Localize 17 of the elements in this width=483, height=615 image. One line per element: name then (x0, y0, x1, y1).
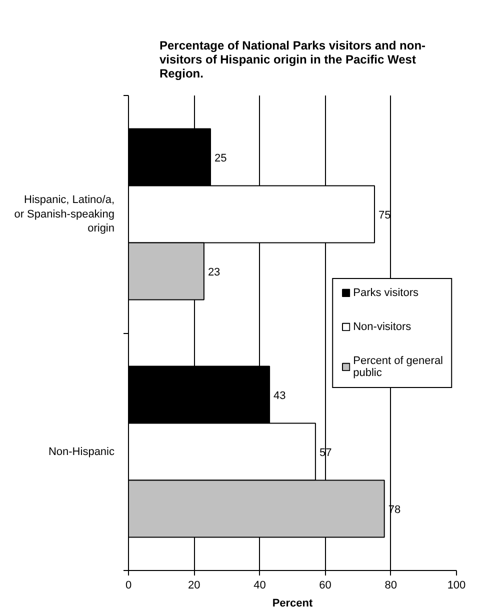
y-tick-label: Non-Hispanic (48, 446, 115, 458)
x-tick-label: 40 (254, 580, 266, 592)
legend-label: Percent of general public (353, 354, 443, 378)
data-label: 75 (378, 209, 391, 222)
data-label: 23 (208, 266, 220, 278)
legend-label: Parks visitors (353, 286, 419, 298)
x-tick-label: 100 (447, 580, 466, 592)
data-label: 43 (274, 390, 286, 402)
x-tick-label: 20 (188, 580, 200, 592)
y-tick-label: Hispanic, Latino/a, or Spanish-speaking origin (14, 194, 115, 235)
x-tick-label: 60 (319, 580, 332, 592)
x-tick-label: 0 (125, 580, 132, 592)
x-axis-title: Percent (272, 598, 314, 610)
data-label: 25 (214, 152, 227, 164)
legend-label: Non-visitors (353, 320, 412, 332)
x-tick-label: 80 (384, 580, 398, 592)
chart-title: Percentage of National Parks visitors and non-visitors of Hispanic origin in the Pacific West Region. (159, 38, 426, 80)
